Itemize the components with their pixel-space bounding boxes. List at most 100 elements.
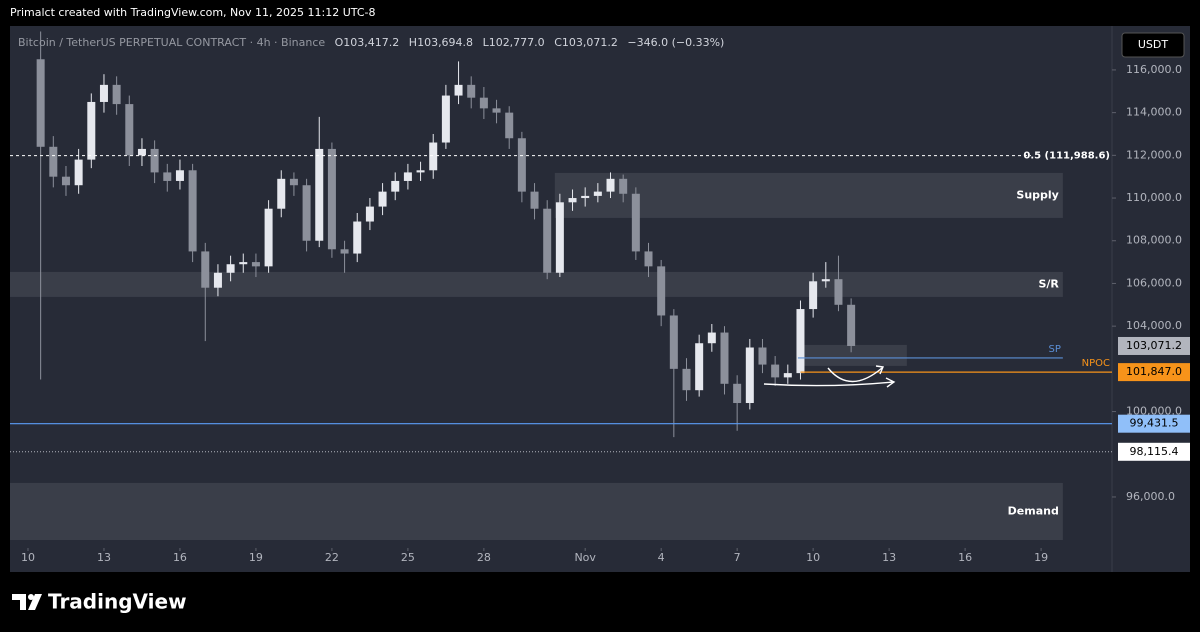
candle-body xyxy=(163,172,172,181)
candle-body xyxy=(847,304,856,346)
candle-body xyxy=(644,251,653,267)
candle-body xyxy=(555,202,564,273)
candle-body xyxy=(74,159,83,186)
x-tick-label: 10 xyxy=(21,551,35,564)
candle-body xyxy=(340,249,349,254)
candle-body xyxy=(353,221,362,254)
y-tick-label: 116,000.0 xyxy=(1126,63,1182,76)
candle-body xyxy=(834,279,843,305)
y-tick-label: 104,000.0 xyxy=(1126,319,1182,332)
y-tick-label: 96,000.0 xyxy=(1126,490,1175,503)
candle-body xyxy=(277,178,286,209)
candle-body xyxy=(796,309,805,374)
currency[interactable]: USDT xyxy=(1138,38,1169,51)
price-tag xyxy=(1118,363,1190,382)
candle-body xyxy=(175,170,184,181)
candle-body xyxy=(682,368,691,391)
y-tick-label: 100,000.0 xyxy=(1126,405,1182,418)
candle-body xyxy=(188,170,197,252)
zone-label: S/R xyxy=(1038,277,1059,290)
candle-body xyxy=(771,364,780,378)
candle-body xyxy=(441,95,450,143)
price-tag xyxy=(1118,414,1190,433)
y-tick-label: 114,000.0 xyxy=(1126,106,1182,119)
candle-body xyxy=(479,97,488,109)
x-tick-label: 16 xyxy=(173,551,187,564)
level-label: 0.5 (111,988.6) xyxy=(1023,151,1110,162)
candle-body xyxy=(809,281,818,310)
candle-body xyxy=(365,206,374,222)
x-tick-label: 25 xyxy=(401,551,415,564)
x-tick-label: Nov xyxy=(574,551,596,564)
candle-body xyxy=(125,104,134,156)
candle-body xyxy=(391,180,400,192)
candle-body xyxy=(695,343,704,391)
candle-body xyxy=(745,347,754,404)
candle-body xyxy=(378,191,387,207)
arrows xyxy=(763,365,896,388)
caption: Primalct created with TradingView.com, N… xyxy=(10,6,375,19)
ohlc: −346.0 (−0.33%) xyxy=(627,36,725,49)
zone xyxy=(10,271,1063,297)
candle-body xyxy=(315,148,324,241)
candle-body xyxy=(467,84,476,98)
candle-body xyxy=(657,266,666,316)
candle-body xyxy=(239,262,248,265)
x-tick-label: 10 xyxy=(806,551,820,564)
currency-box[interactable] xyxy=(1121,32,1185,58)
level-label: SP xyxy=(1048,344,1060,355)
y-tick-label: 108,000.0 xyxy=(1126,234,1182,247)
candle-body xyxy=(36,59,45,147)
candle-body xyxy=(581,195,590,199)
ohlc: H103,694.8 xyxy=(408,36,474,49)
chart-panel xyxy=(10,26,1190,572)
candle-body xyxy=(505,112,514,139)
candle-body xyxy=(416,170,425,173)
candle-body xyxy=(783,373,792,378)
logo-icon xyxy=(12,594,26,610)
x-tick-label: 22 xyxy=(325,551,339,564)
price-tag xyxy=(1118,336,1190,355)
arrow-head xyxy=(885,377,896,388)
candle-body xyxy=(289,178,298,186)
price-tag-label: 99,431.5 xyxy=(1130,417,1179,430)
candle-body xyxy=(226,264,235,273)
x-tick-label: 7 xyxy=(734,551,741,564)
candle-body xyxy=(112,84,121,105)
candle-body xyxy=(543,208,552,273)
zone xyxy=(554,172,1063,218)
candle-body xyxy=(619,178,628,194)
price-tag-label: 98,115.4 xyxy=(1130,445,1179,458)
arrow-head xyxy=(875,365,885,375)
candle-body xyxy=(429,142,438,171)
candle-body xyxy=(327,148,336,250)
candle-body xyxy=(264,208,273,267)
x-tick-label: 19 xyxy=(1034,551,1048,564)
candle-body xyxy=(201,251,210,288)
candle-body xyxy=(707,332,716,344)
y-tick-label: 112,000.0 xyxy=(1126,148,1182,161)
candle-body xyxy=(733,383,742,404)
x-tick-label: 13 xyxy=(882,551,896,564)
candle-body xyxy=(606,178,615,192)
candle-body xyxy=(302,185,311,241)
candle-body xyxy=(137,148,146,156)
candle-body xyxy=(669,315,678,369)
zone xyxy=(10,482,1063,541)
level-label: NPOC xyxy=(1082,358,1110,369)
candle-body xyxy=(530,191,539,209)
candle-body xyxy=(492,108,501,113)
candle-body xyxy=(454,84,463,96)
logo: TradingView xyxy=(12,590,187,614)
price-tag-label: 103,071.2 xyxy=(1126,339,1182,352)
y-tick-label: 106,000.0 xyxy=(1126,276,1182,289)
arrow-curve xyxy=(827,367,883,383)
candle-body xyxy=(720,332,729,384)
x-tick-label: 16 xyxy=(958,551,972,564)
zone-label: Supply xyxy=(1016,188,1058,201)
candle-body xyxy=(150,148,159,173)
candle-body xyxy=(49,146,58,177)
candle-body xyxy=(61,176,70,186)
